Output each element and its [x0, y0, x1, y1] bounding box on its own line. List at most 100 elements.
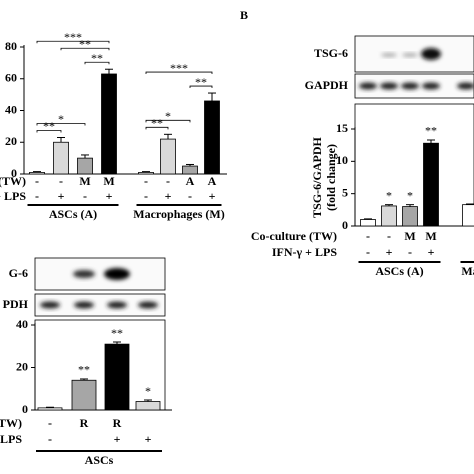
- row-value: A: [208, 174, 217, 188]
- row-value: -: [166, 174, 170, 188]
- row-label: IFN-γ + LPS: [272, 245, 337, 259]
- bar: [71, 379, 97, 411]
- blot-label: PDH: [3, 297, 29, 311]
- row-value: A: [186, 174, 195, 188]
- bar: [77, 157, 93, 175]
- group-label: Ma: [461, 264, 474, 278]
- significance: *: [145, 384, 151, 398]
- row-label: + LPS: [0, 189, 26, 203]
- row-value: R: [113, 416, 122, 430]
- bar: [402, 206, 418, 227]
- row-label: (TW): [0, 174, 26, 188]
- row-value: R: [80, 416, 89, 430]
- significance: **: [111, 326, 123, 340]
- blot-frame: [34, 293, 166, 317]
- significance: ***: [64, 30, 82, 44]
- blot-band: [422, 82, 440, 90]
- blot-band: [40, 301, 60, 309]
- bracket: [145, 126, 169, 130]
- bar: [37, 407, 63, 411]
- blot-band: [421, 48, 441, 60]
- bar: [360, 219, 376, 227]
- y-tick-label: 40: [5, 102, 17, 116]
- y-tick-label: 40: [16, 317, 28, 331]
- blot-band: [401, 82, 419, 90]
- bar: [135, 401, 161, 411]
- bar: [53, 141, 69, 175]
- group-label: ASCs (A): [375, 264, 423, 278]
- y-tick-label: 0: [342, 218, 348, 232]
- blot-band: [107, 301, 127, 309]
- y-tick-label: 0: [22, 402, 28, 416]
- blot-band: [73, 270, 95, 278]
- y-tick-label: 5: [342, 185, 348, 199]
- row-value: -: [366, 229, 370, 243]
- bracket: [36, 123, 86, 126]
- blot-band: [457, 82, 474, 90]
- row-value: -: [144, 174, 148, 188]
- blot-band: [380, 82, 398, 90]
- significance: **: [425, 124, 437, 138]
- bar: [381, 205, 397, 227]
- blot-label: G-6: [9, 266, 28, 280]
- row-value: -: [188, 189, 192, 203]
- y-tick-label: 20: [16, 359, 28, 373]
- blot-band: [359, 82, 377, 90]
- significance: *: [165, 109, 171, 123]
- bracket: [36, 40, 110, 44]
- bar: [160, 138, 176, 175]
- row-value: +: [114, 432, 121, 446]
- significance: **: [195, 75, 207, 89]
- row-value: -: [387, 229, 391, 243]
- blot-label: GAPDH: [305, 78, 349, 92]
- row-value: -: [35, 174, 39, 188]
- panel-label: B: [240, 8, 248, 22]
- group-label: ASCs: [85, 453, 114, 467]
- row-value: +: [58, 189, 65, 203]
- significance: ***: [170, 61, 188, 75]
- row-label: Co-culture (TW): [251, 229, 337, 243]
- significance: **: [78, 363, 90, 377]
- row-value: -: [83, 189, 87, 203]
- significance: **: [79, 37, 91, 51]
- blot-band: [138, 301, 158, 309]
- row-value: +: [145, 432, 152, 446]
- bracket: [189, 85, 213, 89]
- row-value: -: [35, 189, 39, 203]
- row-value: -: [366, 245, 370, 259]
- significance: **: [91, 51, 103, 65]
- blot-band: [402, 53, 418, 57]
- row-value: M: [79, 174, 90, 188]
- bar: [423, 142, 439, 227]
- blot-frame: [354, 73, 474, 99]
- row-value: -: [48, 432, 52, 446]
- group-label: ASCs (A): [49, 207, 97, 221]
- bracket: [84, 61, 110, 65]
- blot-images: [34, 35, 474, 317]
- row-value: M: [103, 174, 114, 188]
- bracket: [36, 130, 62, 133]
- row-value: +: [106, 189, 113, 203]
- significance: *: [386, 188, 392, 202]
- bar: [101, 73, 117, 175]
- blot-band: [381, 53, 397, 57]
- row-label: (TW): [0, 416, 22, 430]
- row-value: +: [428, 245, 435, 259]
- blot-label: TSG-6: [314, 46, 348, 60]
- blot-frame: [34, 257, 166, 291]
- row-value: -: [408, 245, 412, 259]
- bracket: [145, 71, 213, 75]
- row-value: -: [48, 416, 52, 430]
- y-axis-label: TSG-6/GAPDH: [310, 136, 324, 217]
- bracket: [145, 119, 191, 123]
- y-tick-label: 80: [5, 39, 17, 53]
- significance: **: [151, 116, 163, 130]
- row-value: +: [165, 189, 172, 203]
- significance: *: [58, 112, 64, 126]
- blot-band: [74, 301, 94, 309]
- bar: [462, 204, 474, 227]
- row-value: M: [404, 229, 415, 243]
- bar: [104, 343, 130, 411]
